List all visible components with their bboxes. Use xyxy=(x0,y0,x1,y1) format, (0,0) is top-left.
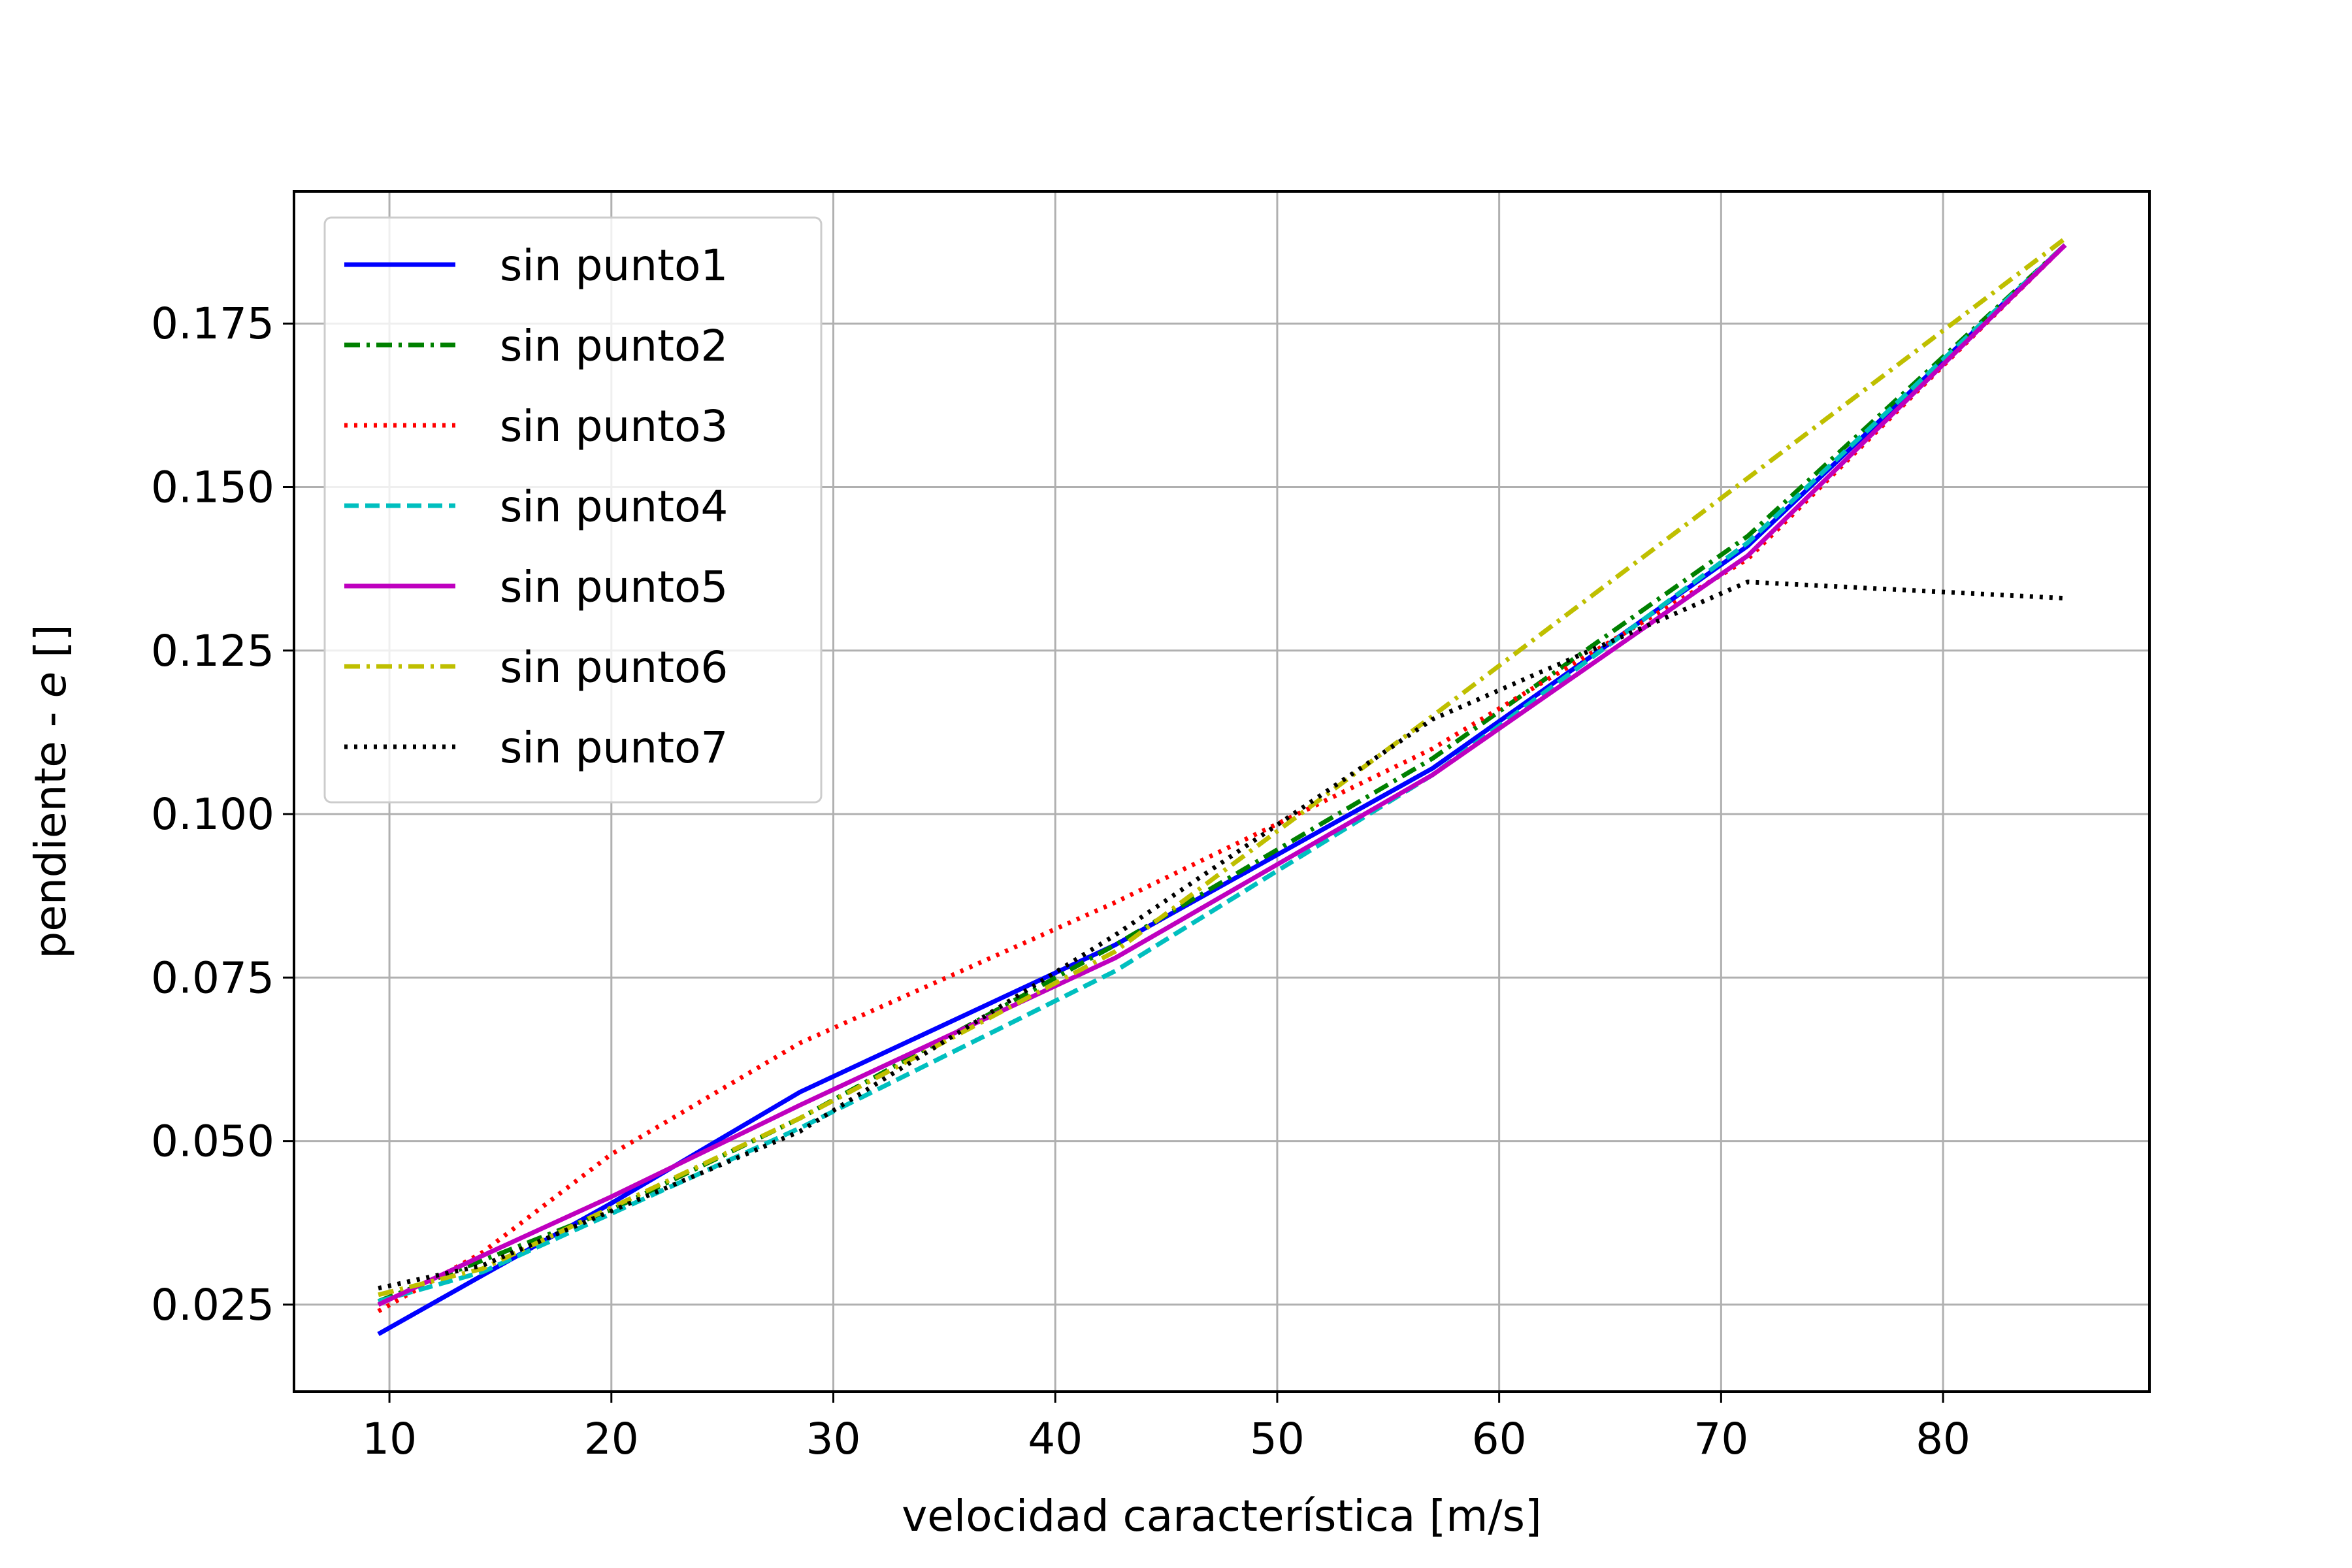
y-axis-label-tail: [] xyxy=(25,624,76,671)
y-tick-label: 0.125 xyxy=(151,626,274,676)
y-tick-label: 0.175 xyxy=(151,299,274,349)
plot-frame xyxy=(293,190,2151,1393)
x-tick-label: 60 xyxy=(1472,1414,1527,1464)
x-axis-ticks: 10 20 30 40 50 60 70 80 xyxy=(362,1392,1970,1464)
y-axis-label-italic: e xyxy=(25,672,76,698)
grid xyxy=(294,191,2149,1392)
legend-label-6: sin punto6 xyxy=(500,642,728,693)
y-tick-label: 0.050 xyxy=(151,1117,274,1167)
legend-label-3: sin punto3 xyxy=(500,401,728,451)
legend-label-7: sin punto7 xyxy=(500,723,728,773)
series-layer xyxy=(377,237,2067,1336)
legend-label-4: sin punto4 xyxy=(500,482,728,532)
x-axis-label: velocidad característica [m/s] xyxy=(902,1491,1542,1541)
series-line-4 xyxy=(378,243,2067,1304)
legend-label-1: sin punto1 xyxy=(500,240,728,291)
legend: sin punto1 sin punto2 sin punto3 sin punto4… xyxy=(323,216,823,804)
x-tick-label: 30 xyxy=(806,1414,861,1464)
x-tick-label: 20 xyxy=(584,1414,639,1464)
legend-label-5: sin punto5 xyxy=(500,562,728,612)
x-tick-label: 80 xyxy=(1916,1414,1970,1464)
series-line-7 xyxy=(378,580,2066,1291)
y-tick-label: 0.025 xyxy=(151,1280,274,1330)
y-axis-label: pendiente - e [] xyxy=(25,624,76,958)
x-tick-label: 50 xyxy=(1250,1414,1305,1464)
x-tick-label: 40 xyxy=(1028,1414,1083,1464)
y-tick-label: 0.150 xyxy=(151,462,274,512)
y-tick-label: 0.075 xyxy=(151,953,274,1003)
y-axis-ticks: 0.025 0.050 0.075 0.100 0.125 0.150 0.175 xyxy=(151,299,294,1330)
legend-label-2: sin punto2 xyxy=(500,321,728,371)
x-tick-label: 10 xyxy=(362,1414,417,1464)
legend-box xyxy=(323,216,823,804)
x-tick-label: 70 xyxy=(1693,1414,1748,1464)
y-axis-label-main: pendiente - xyxy=(25,698,76,958)
y-tick-label: 0.100 xyxy=(151,789,274,840)
series-line-2 xyxy=(377,243,2067,1304)
legend-items: sin punto1 sin punto2 sin punto3 sin punto4… xyxy=(344,240,728,773)
